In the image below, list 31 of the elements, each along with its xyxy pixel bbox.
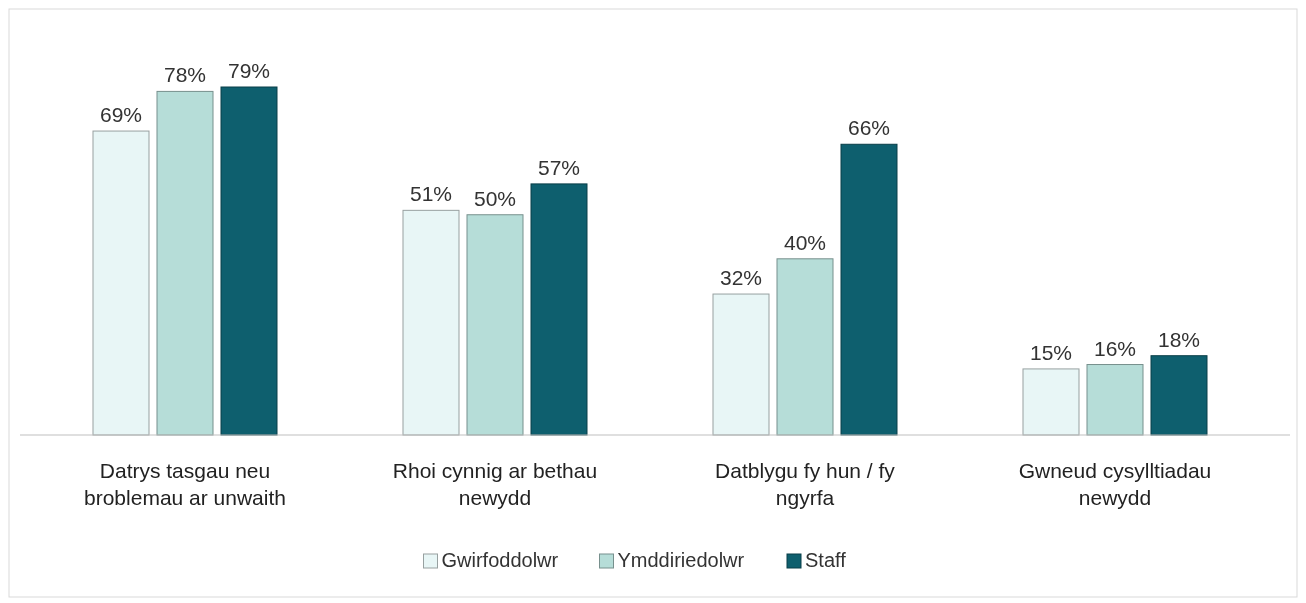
bar xyxy=(220,86,278,436)
x-tick-label: Gwneud cysylltiadau newydd xyxy=(1018,459,1212,509)
bar xyxy=(466,214,524,436)
legend-label: Staff xyxy=(805,549,847,571)
legend-label: Gwirfoddolwr xyxy=(441,549,559,571)
x-tick-label: Rhoi cynnig ar bethau newydd xyxy=(392,459,598,509)
bar xyxy=(776,258,834,436)
data-label: 32% xyxy=(719,266,763,290)
bar xyxy=(712,293,770,436)
data-label: 18% xyxy=(1157,327,1201,351)
bar xyxy=(530,183,588,436)
bar xyxy=(840,143,898,436)
data-label: 15% xyxy=(1029,340,1073,364)
data-label: 78% xyxy=(163,63,207,87)
bar xyxy=(1022,368,1080,436)
data-label: 66% xyxy=(847,116,891,140)
bar xyxy=(92,130,150,436)
x-tick-label: Datblygu fy hun / fy ngyrfa xyxy=(715,459,896,509)
data-label: 57% xyxy=(537,155,581,179)
data-label: 79% xyxy=(227,59,271,82)
data-label: 69% xyxy=(99,103,143,127)
x-tick-label: Datrys tasgau neu broblemau ar unwaith xyxy=(84,459,286,509)
bar xyxy=(1150,355,1208,436)
data-label: 40% xyxy=(783,230,827,254)
data-label: 16% xyxy=(1093,336,1137,360)
bar xyxy=(402,209,460,436)
data-label: 51% xyxy=(409,182,453,206)
legend-label: Ymddiriedolwr xyxy=(617,549,745,571)
data-label: 50% xyxy=(473,186,517,210)
bar xyxy=(1086,364,1144,436)
bar xyxy=(156,90,214,436)
